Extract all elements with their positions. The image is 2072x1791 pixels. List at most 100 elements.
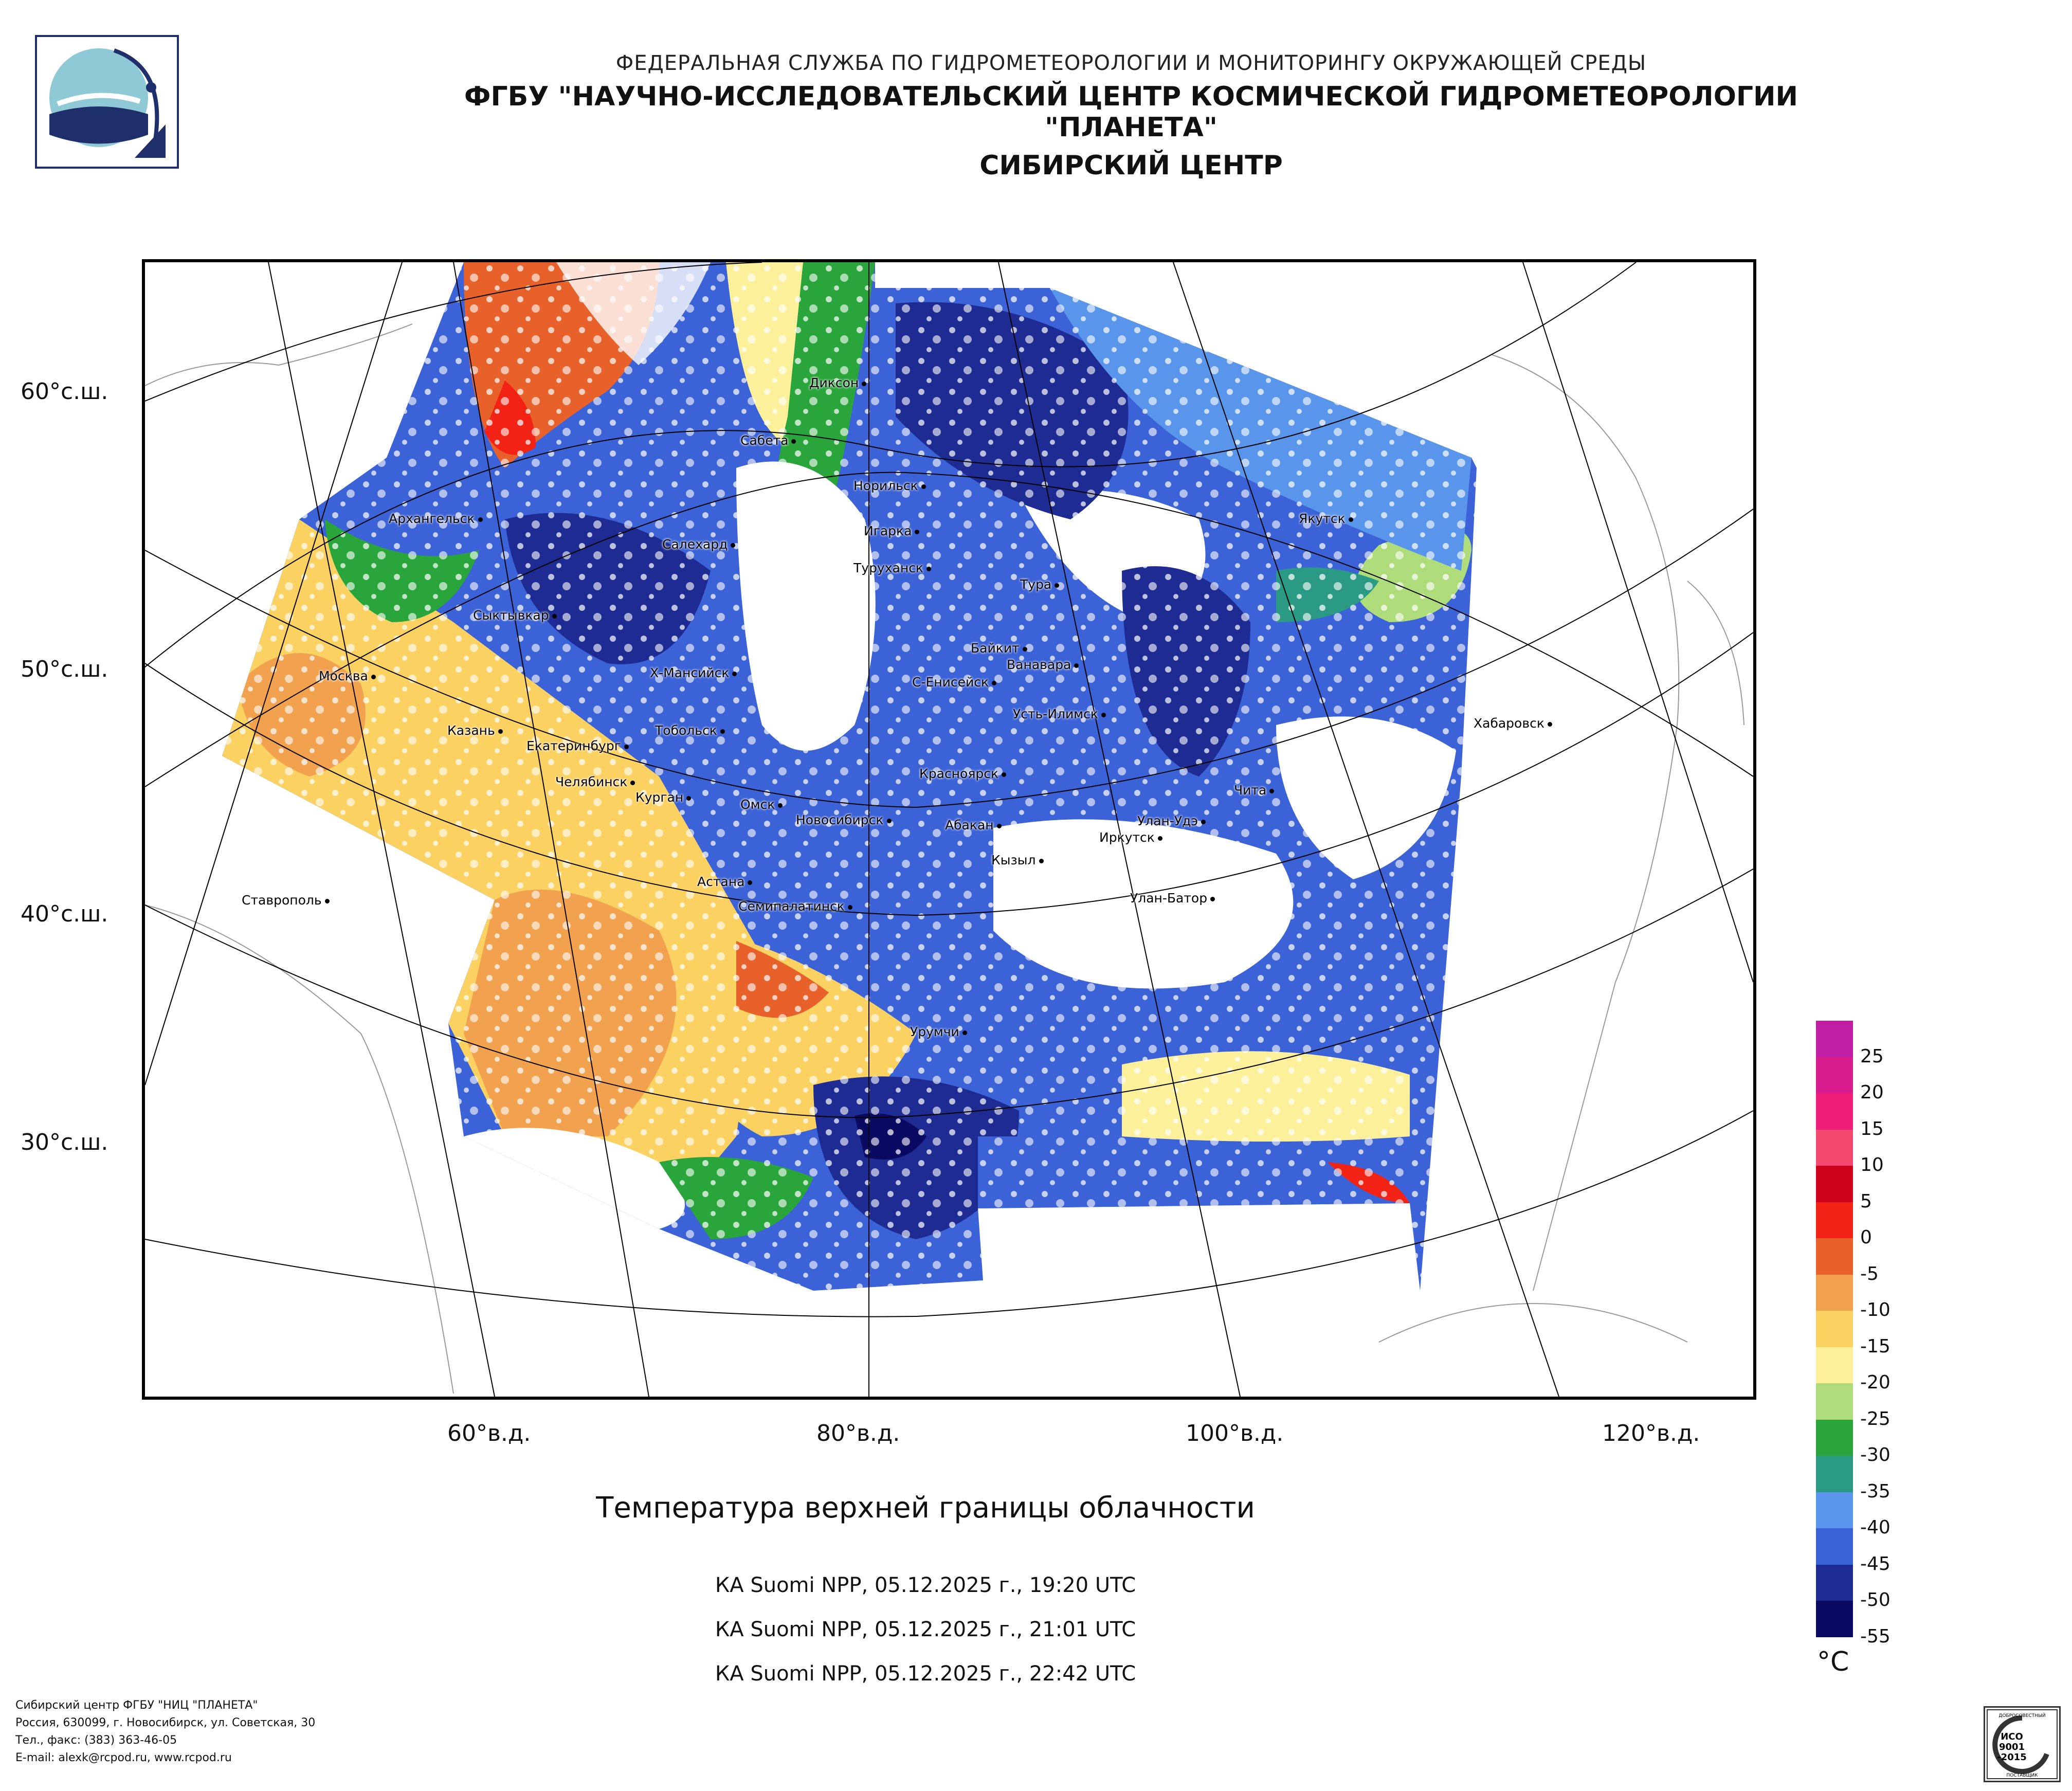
temperature-legend — [1816, 1021, 1853, 1637]
legend-swatch — [1816, 1347, 1853, 1383]
footer-email: E-mail: alexk@rcpod.ru, www.rcpod.ru — [15, 1751, 232, 1764]
city-label: Урумчи — [910, 1024, 967, 1039]
center-line: СИБИРСКИЙ ЦЕНТР — [979, 150, 1283, 181]
map-title: Температура верхней границы облачности — [596, 1491, 1255, 1525]
iso-badge: ДОБРОСОВЕСТНЫЙ ИСО 9001 -2015 ПОСТАВЩИК — [1984, 1706, 2061, 1782]
city-label: Салехард — [662, 537, 736, 552]
city-label: Москва — [319, 668, 376, 683]
footer-contacts: Сибирский центр ФГБУ "НИЦ "ПЛАНЕТА" Росс… — [15, 1697, 315, 1767]
footer-phone: Тел., факс: (383) 363-46-05 — [15, 1734, 177, 1747]
city-label: Игарка — [864, 523, 920, 538]
legend-tick-label: -20 — [1860, 1372, 1891, 1393]
city-label: Чита — [1234, 783, 1275, 798]
legend-tick-label: 0 — [1860, 1227, 1872, 1248]
pass-line: КА Suomi NPP, 05.12.2025 г., 22:42 UTC — [715, 1662, 1136, 1686]
city-label: Семипалатинск — [738, 899, 852, 914]
city-label: Диксон — [809, 375, 867, 390]
city-label: Иркутск — [1099, 830, 1162, 845]
city-label: Курган — [635, 790, 692, 805]
coastlines — [145, 323, 1744, 1394]
city-label: Хабаровск — [1474, 716, 1552, 731]
legend-tick-label: 15 — [1860, 1118, 1884, 1139]
legend-swatch — [1816, 1274, 1853, 1311]
legend-tick-label: -45 — [1860, 1553, 1891, 1575]
satellite-map — [142, 259, 1756, 1400]
legend-tick-label: -25 — [1860, 1408, 1891, 1430]
city-label: Улан-Батор — [1130, 891, 1215, 906]
legend-tick-label: -10 — [1860, 1299, 1891, 1320]
lat-label-60: 60°с.ш. — [21, 378, 108, 405]
footer-org: Сибирский центр ФГБУ "НИЦ "ПЛАНЕТА" — [15, 1699, 258, 1712]
city-label: Якутск — [1299, 511, 1353, 526]
legend-tick-label: -35 — [1860, 1480, 1891, 1502]
graticule — [145, 262, 1753, 1397]
lon-label-100: 100°в.д. — [1186, 1420, 1284, 1446]
city-label: Красноярск — [919, 766, 1007, 781]
city-label: Кызыл — [991, 853, 1044, 867]
legend-swatch — [1816, 1093, 1853, 1130]
lon-label-60: 60°в.д. — [447, 1420, 531, 1446]
city-label: Казань — [447, 723, 503, 738]
lat-label-50: 50°с.ш. — [21, 656, 108, 682]
legend-unit: °C — [1817, 1647, 1849, 1677]
header: ФЕДЕРАЛЬНАЯ СЛУЖБА ПО ГИДРОМЕТЕОРОЛОГИИ … — [463, 51, 1800, 181]
iso-l2: 9001 — [1999, 1742, 2025, 1752]
institute-line: ФГБУ "НАУЧНО-ИССЛЕДОВАТЕЛЬСКИЙ ЦЕНТР КОС… — [464, 81, 1798, 143]
legend-tick-label: 5 — [1860, 1190, 1872, 1212]
city-label: Байкит — [971, 641, 1027, 656]
city-label: Усть-Илимск — [1013, 707, 1106, 721]
city-label: Х-Мансийск — [650, 665, 737, 680]
cloud-temperature-layer — [222, 262, 1477, 1291]
city-label: Архангельск — [389, 511, 483, 526]
pass-line: КА Suomi NPP, 05.12.2025 г., 21:01 UTC — [715, 1618, 1136, 1641]
pass-line: КА Suomi NPP, 05.12.2025 г., 19:20 UTC — [715, 1573, 1136, 1597]
legend-swatch — [1816, 1456, 1853, 1492]
legend-swatch — [1816, 1202, 1853, 1238]
legend-swatch — [1816, 1129, 1853, 1166]
legend-tick-label: -15 — [1860, 1335, 1891, 1357]
legend-swatch — [1816, 1419, 1853, 1456]
legend-tick-label: 10 — [1860, 1154, 1884, 1175]
footer-address: Россия, 630099, г. Новосибирск, ул. Сове… — [15, 1716, 316, 1729]
legend-tick-label: 20 — [1860, 1082, 1884, 1103]
iso-bottom-text: ПОСТАВЩИК — [2007, 1773, 2039, 1778]
planeta-logo — [35, 35, 179, 169]
city-label: Челябинск — [555, 774, 635, 789]
agency-line: ФЕДЕРАЛЬНАЯ СЛУЖБА ПО ГИДРОМЕТЕОРОЛОГИИ … — [615, 51, 1647, 75]
legend-tick-label: 25 — [1860, 1045, 1884, 1067]
legend-tick-label: -55 — [1860, 1625, 1891, 1647]
lat-label-40: 40°с.ш. — [21, 901, 108, 927]
legend-swatch — [1816, 1238, 1853, 1275]
legend-swatch — [1816, 1601, 1853, 1637]
city-label: Тура — [1020, 577, 1060, 592]
city-label: Ванавара — [1007, 657, 1079, 672]
legend-swatch — [1816, 1166, 1853, 1202]
city-label: Улан-Удэ — [1137, 813, 1206, 828]
iso-l1: ИСО — [2001, 1731, 2023, 1742]
legend-tick-label: -5 — [1860, 1263, 1879, 1285]
lat-label-30: 30°с.ш. — [21, 1129, 108, 1155]
legend-swatch — [1816, 1383, 1853, 1420]
city-label: Омск — [740, 797, 783, 812]
city-label: Тобольск — [655, 723, 725, 738]
legend-swatch — [1816, 1564, 1853, 1601]
city-label: Сыктывкар — [473, 608, 557, 623]
map-graphic — [145, 262, 1753, 1397]
lon-label-80: 80°в.д. — [816, 1420, 900, 1446]
city-label: Ставрополь — [242, 893, 330, 908]
city-label: Норильск — [853, 478, 926, 493]
city-label: Екатеринбург — [526, 738, 629, 753]
legend-tick-label: -30 — [1860, 1444, 1891, 1466]
city-label: Сабета — [740, 433, 796, 448]
lon-label-120: 120°в.д. — [1602, 1420, 1700, 1446]
legend-swatch — [1816, 1311, 1853, 1347]
city-label: Абакан — [945, 818, 1002, 833]
iso-top-text: ДОБРОСОВЕСТНЫЙ — [1998, 1712, 2045, 1718]
legend-swatch — [1816, 1057, 1853, 1093]
legend-swatch — [1816, 1492, 1853, 1528]
legend-swatch — [1816, 1021, 1853, 1057]
legend-tick-label: -50 — [1860, 1589, 1891, 1611]
city-label: Астана — [697, 874, 753, 889]
legend-tick-label: -40 — [1860, 1517, 1891, 1538]
city-label: С-Енисейск — [912, 675, 997, 690]
